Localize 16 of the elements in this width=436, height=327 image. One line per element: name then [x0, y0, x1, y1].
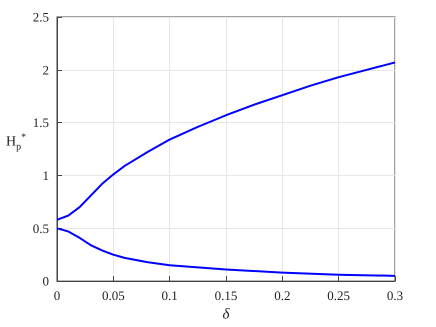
- y-tick-label: 2: [42, 62, 49, 78]
- x-tick-label: 0.1: [162, 288, 178, 304]
- y-tick-label: 2.5: [32, 10, 49, 24]
- x-tick-label: 0.2: [274, 288, 290, 304]
- y-tick-label: 0.5: [32, 220, 49, 236]
- x-tick-label: 0: [54, 288, 60, 304]
- line-series: [56, 61, 396, 221]
- x-tick-label: 0.05: [102, 288, 125, 304]
- line-series: [56, 227, 396, 277]
- x-tick-label: 0.15: [214, 288, 238, 304]
- y-tick-label: 1: [42, 168, 49, 183]
- x-tick-label: 0.3: [386, 288, 404, 304]
- x-axis-title: δ: [222, 306, 231, 322]
- y-tick-label: 1.5: [32, 115, 49, 130]
- x-tick-label: 0.25: [327, 288, 350, 304]
- y-tick-label: 0: [42, 274, 49, 289]
